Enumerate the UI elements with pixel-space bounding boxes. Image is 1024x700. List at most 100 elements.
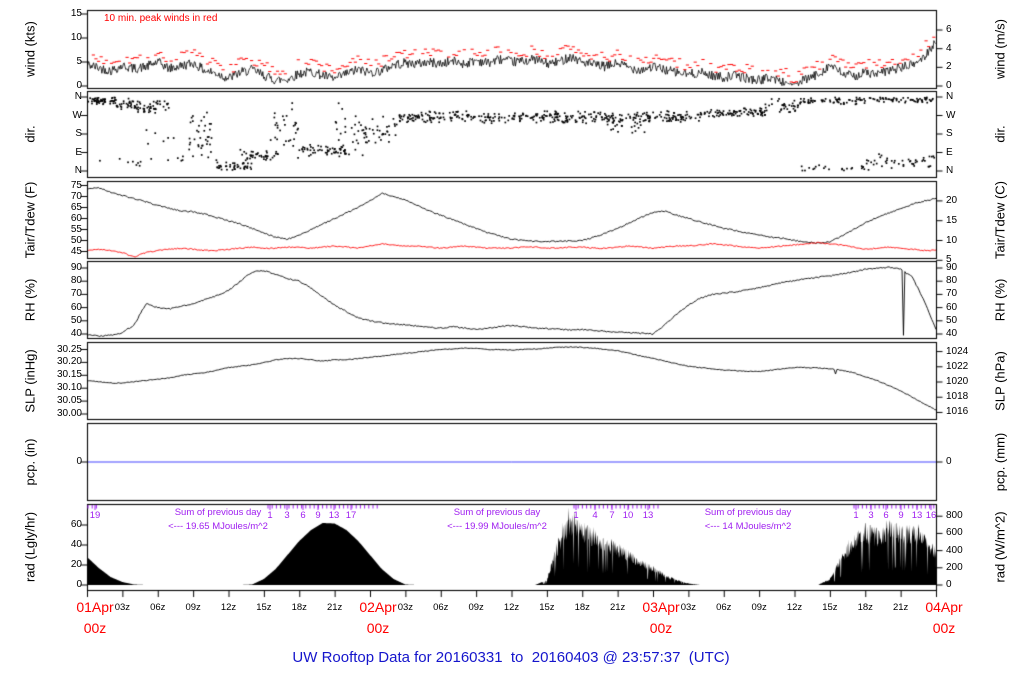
axis-title-right-rad: rad (W/m^2) bbox=[992, 511, 1008, 583]
ytick-right-slp: 1018 bbox=[946, 391, 969, 403]
ytick-right-dir: S bbox=[946, 128, 953, 139]
rad-mj-tick-label: 1 bbox=[267, 510, 273, 521]
rad-mj-tick-label: 4 bbox=[592, 510, 598, 521]
ytick-right-wind: 4 bbox=[946, 42, 952, 54]
rad-mj-tick-label: 1 bbox=[573, 510, 579, 521]
ytick-left-rad: 20 bbox=[70, 559, 82, 570]
ytick-right-rad: 0 bbox=[946, 579, 952, 590]
plot-title: UW Rooftop Data for 20160331 to 20160403… bbox=[292, 649, 730, 666]
ytick-left-rh: 40 bbox=[70, 328, 82, 339]
xtick-hour: 09z bbox=[185, 602, 201, 613]
xtick-hour: 18z bbox=[291, 602, 307, 613]
rad-mj-tick-label: 19 bbox=[89, 510, 101, 521]
rad-mj-tick-label: 3 bbox=[868, 510, 874, 521]
axis-title-left-slp: SLP (inHg) bbox=[22, 348, 38, 413]
xtick-hour: 09z bbox=[468, 602, 484, 613]
rad-mj-tick-label: 10 bbox=[622, 510, 634, 521]
xtick-day-date: 01Apr bbox=[76, 599, 114, 615]
ytick-left-dir: N bbox=[74, 165, 82, 176]
rad-mj-tick-label: 9 bbox=[898, 510, 904, 521]
xtick-day-date: 03Apr bbox=[642, 599, 680, 615]
xtick-hour: 06z bbox=[716, 602, 732, 613]
xtick-hour: 06z bbox=[433, 602, 449, 613]
rad-mj-tick-label: 13 bbox=[328, 510, 340, 521]
ytick-right-rh: 50 bbox=[946, 314, 958, 326]
ytick-right-rh: 60 bbox=[946, 301, 958, 313]
rad-sum-value: <--- 19.99 MJoules/m^2 bbox=[447, 521, 547, 532]
xtick-day-hour: 00z bbox=[649, 620, 673, 636]
ytick-right-wind: 6 bbox=[946, 24, 952, 36]
ytick-left-tair_tdew: 65 bbox=[70, 201, 82, 213]
ytick-left-dir: E bbox=[75, 146, 82, 158]
ytick-right-rad: 800 bbox=[946, 510, 963, 522]
xtick-hour: 12z bbox=[786, 602, 803, 613]
ytick-right-dir: N bbox=[946, 165, 954, 176]
rad-sum-value: <--- 14 MJoules/m^2 bbox=[704, 521, 792, 532]
axis-title-right-tair_tdew: Tair/Tdew (C) bbox=[992, 180, 1008, 259]
axis-title-right-pcp: pcp. (mm) bbox=[992, 432, 1008, 491]
ytick-left-dir: N bbox=[74, 91, 82, 102]
xtick-day-date: 02Apr bbox=[359, 599, 397, 615]
ytick-right-slp: 1020 bbox=[946, 376, 969, 387]
ytick-left-slp: 30.05 bbox=[56, 395, 82, 407]
ytick-right-tair_tdew: 15 bbox=[946, 214, 958, 226]
ytick-right-rh: 70 bbox=[946, 288, 958, 300]
ytick-left-wind: 15 bbox=[70, 8, 82, 19]
ytick-left-tair_tdew: 70 bbox=[70, 190, 82, 202]
rad-mj-tick-label: 3 bbox=[284, 510, 290, 521]
ytick-right-rh: 40 bbox=[946, 328, 958, 339]
ytick-left-slp: 30.10 bbox=[56, 382, 82, 394]
axis-title-left-rad: rad (Lgly/hr) bbox=[22, 511, 38, 583]
xtick-hour: 21z bbox=[892, 602, 909, 613]
ytick-left-rh: 60 bbox=[70, 301, 82, 313]
ytick-right-slp: 1016 bbox=[946, 406, 969, 418]
ytick-left-tair_tdew: 45 bbox=[70, 245, 82, 257]
xtick-hour: 09z bbox=[751, 602, 767, 613]
ytick-left-wind: 5 bbox=[76, 56, 82, 67]
ytick-left-pcp: 0 bbox=[76, 456, 82, 467]
ytick-right-wind: 2 bbox=[946, 61, 952, 73]
ytick-left-slp: 30.20 bbox=[56, 356, 82, 368]
ytick-left-dir: W bbox=[72, 109, 82, 121]
ytick-left-slp: 30.15 bbox=[56, 369, 82, 381]
rad-mj-tick-label: 13 bbox=[642, 510, 654, 521]
ytick-left-tair_tdew: 50 bbox=[70, 234, 82, 246]
xtick-hour: 15z bbox=[822, 602, 838, 613]
axis-title-left-wind: wind (kts) bbox=[22, 21, 38, 77]
axis-title-right-wind: wind (m/s) bbox=[992, 19, 1008, 79]
xtick-hour: 12z bbox=[503, 602, 520, 613]
rad-mj-tick-label: 7 bbox=[609, 510, 615, 521]
xtick-hour: 21z bbox=[326, 602, 343, 613]
rad-mj-tick-label: 17 bbox=[345, 510, 357, 521]
ytick-left-rad: 60 bbox=[70, 519, 82, 530]
xtick-hour: 15z bbox=[256, 602, 272, 613]
rad-mj-tick-label: 16 bbox=[925, 510, 937, 521]
wind-peak-note: 10 min. peak winds in red bbox=[104, 13, 218, 24]
xtick-hour: 03z bbox=[680, 602, 697, 613]
ytick-right-dir: N bbox=[946, 91, 954, 102]
ytick-left-rh: 70 bbox=[70, 288, 82, 300]
xtick-hour: 12z bbox=[220, 602, 237, 613]
xtick-day-date: 04Apr bbox=[925, 599, 963, 615]
ytick-left-rad: 0 bbox=[76, 579, 82, 590]
rad-mj-tick-label: 6 bbox=[300, 510, 306, 521]
ytick-left-wind: 10 bbox=[70, 32, 82, 43]
ytick-right-pcp: 0 bbox=[946, 456, 952, 467]
xtick-hour: 21z bbox=[609, 602, 626, 613]
axis-title-left-rh: RH (%) bbox=[22, 278, 38, 321]
ytick-left-dir: S bbox=[75, 128, 82, 139]
ytick-left-rh: 80 bbox=[70, 275, 82, 287]
ytick-right-slp: 1022 bbox=[946, 360, 969, 372]
rad-mj-tick-label: 6 bbox=[883, 510, 889, 521]
xtick-hour: 03z bbox=[114, 602, 131, 613]
xtick-day-hour: 00z bbox=[366, 620, 390, 636]
ytick-right-rad: 200 bbox=[946, 561, 963, 573]
ytick-right-wind: 0 bbox=[946, 80, 952, 91]
axis-title-right-dir: dir. bbox=[992, 125, 1008, 143]
ytick-right-rh: 80 bbox=[946, 275, 958, 287]
ytick-right-tair_tdew: 5 bbox=[946, 254, 952, 266]
ytick-left-tair_tdew: 75 bbox=[70, 179, 82, 191]
ytick-right-dir: E bbox=[946, 146, 953, 158]
xtick-hour: 18z bbox=[574, 602, 590, 613]
xtick-day-hour: 00z bbox=[932, 620, 956, 636]
